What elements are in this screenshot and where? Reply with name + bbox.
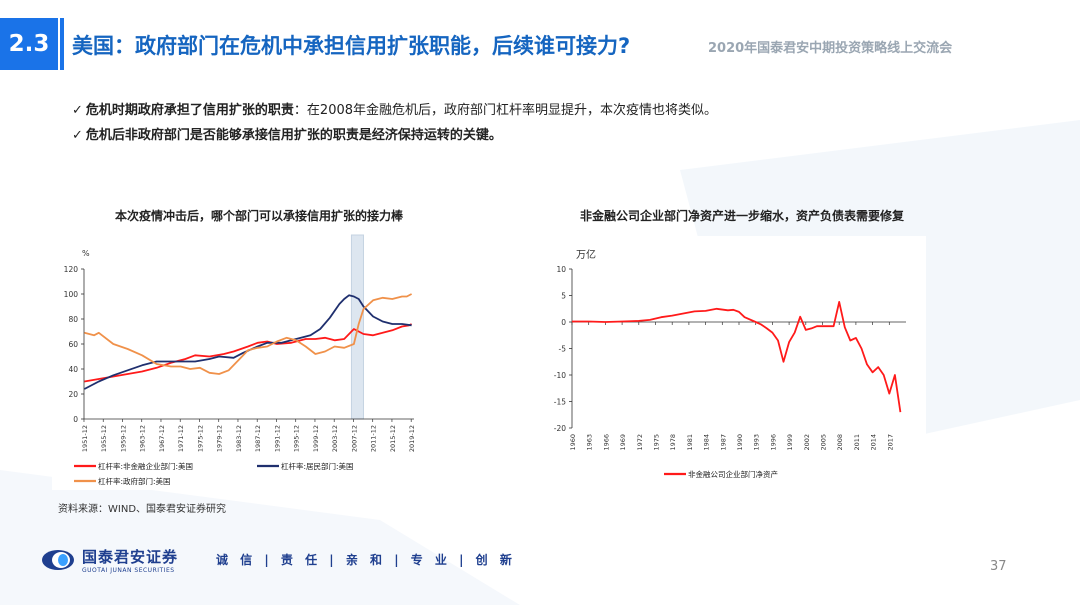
chart1-x-tick-label: 2007-12 — [350, 425, 358, 452]
chart1-panel: % 0 20 40 60 80 100 120 1951-12 1955-12 1959-12 196… — [52, 234, 434, 490]
chart2-x-tick-label: 1993 — [753, 434, 761, 451]
chart1-title: 本次疫情冲击后，哪个部门可以承接信用扩张的接力棒 — [115, 209, 404, 223]
bullet-text: ：在2008年金融危机后，政府部门杠杆率明显提升，本次疫情也将类似。 — [293, 103, 718, 118]
chart1-y-tick-label: 0 — [73, 415, 78, 424]
chart1-x-tick-label: 1995-12 — [293, 425, 301, 452]
chart1-legend-label: 杠杆率:非金融企业部门:美国 — [98, 461, 193, 471]
chart2-x-tick-label: 1963 — [586, 434, 594, 451]
chart2-x-tick-label: 1966 — [602, 434, 610, 451]
chart1-x-tick-label: 1955-12 — [100, 425, 108, 452]
chart2-x-tick-label: 2002 — [803, 434, 811, 451]
chart2-x-tick-label: 2017 — [886, 434, 894, 451]
chart1-series-line-3 — [84, 293, 413, 375]
chart2-y-tick-label: -10 — [554, 371, 566, 380]
logo-chinese: 国泰君安证券 — [82, 548, 179, 566]
chart2-y-tick-label: 5 — [561, 292, 566, 301]
event-subtitle: 2020年国泰君安中期投资策略线上交流会 — [708, 41, 953, 56]
chart2-legend-label: 非金融公司企业部门净资产 — [688, 469, 778, 479]
chart1-series-line-2 — [83, 294, 412, 390]
chart1-series-line-1 — [84, 323, 413, 383]
page-number: 37 — [990, 559, 1007, 574]
page-title: 美国：政府部门在危机中承担信用扩张职能，后续谁可接力? — [72, 34, 631, 58]
chart2-x-tick-label: 2011 — [853, 434, 861, 451]
chart2-x-tick-label: 1969 — [619, 434, 627, 451]
check-icon: ✓ — [72, 103, 83, 118]
chart1-x-tick-label: 2011-12 — [370, 425, 378, 452]
chart1-legend-label: 杠杆率:居民部门:美国 — [281, 461, 354, 471]
chart1-y-tick-label: 120 — [64, 265, 79, 274]
chart1-x-tick-label: 1963-12 — [139, 425, 147, 452]
chart1-x-tick-label: 1967-12 — [158, 425, 166, 452]
chart1-x-tick-label: 1959-12 — [119, 425, 127, 452]
chart1-svg: % 0 20 40 60 80 100 120 1951-12 1955-12 1959-12 196… — [64, 234, 416, 486]
chart2-x-tick-label: 1978 — [669, 434, 677, 451]
logo-english: GUOTAI JUNAN SECURITIES — [82, 567, 175, 574]
chart2-series-line-1 — [572, 301, 902, 413]
chart1-y-tick-label: 40 — [68, 365, 78, 374]
check-icon: ✓ — [72, 128, 83, 143]
company-logo: 国泰君安证券 GUOTAI JUNAN SECURITIES — [40, 546, 178, 574]
chart1-x-tick-label: 1975-12 — [196, 425, 204, 452]
chart2-x-tick-label: 1972 — [636, 434, 644, 451]
chart2-y-tick-label: -15 — [554, 398, 566, 407]
chart1-x-tick-label: 1991-12 — [273, 425, 281, 452]
chart2-x-tick-label: 1990 — [736, 434, 744, 451]
chart2-y-tick-label: -5 — [559, 345, 567, 354]
chart1-x-tick-label: 1971-12 — [177, 425, 185, 452]
company-motto: 诚 信 | 责 任 | 亲 和 | 专 业 | 创 新 — [216, 553, 516, 567]
chart2-title: 非金融公司企业部门净资产进一步缩水，资产负债表需要修复 — [580, 209, 905, 223]
chart2-panel: 万亿 10 5 0 -5 -10 -15 -20 1960 1963 1966 1969 1972 197… — [544, 236, 926, 490]
chart1-y-tick-label: 80 — [68, 315, 78, 324]
chart2-x-tick-label: 1999 — [786, 434, 794, 451]
title-accent-bar — [60, 18, 64, 70]
chart1-x-tick-label: 1979-12 — [216, 425, 224, 452]
chart1-x-tick-label: 1983-12 — [235, 425, 243, 452]
chart2-y-tick-label: 10 — [556, 265, 566, 274]
chart2-x-tick-label: 1981 — [686, 434, 694, 451]
chart2-x-tick-label: 1996 — [769, 434, 777, 451]
chart1-x-tick-label: 2003-12 — [331, 425, 339, 452]
data-source-note: 资料来源：WIND、国泰君安证券研究 — [58, 504, 227, 515]
chart2-x-tick-label: 1987 — [719, 434, 727, 451]
chart2-y-tick-label: 0 — [561, 318, 566, 327]
bullet-point: ✓ 危机时期政府承担了信用扩张的职责：在2008年金融危机后，政府部门杠杆率明显提… — [72, 99, 717, 118]
bullet-bold: 危机后非政府部门是否能够承接信用扩张的职责是经济保持运转的关键。 — [85, 128, 502, 143]
chart2-x-tick-label: 1984 — [703, 434, 711, 451]
chart1-unit-label: % — [82, 249, 90, 258]
chart1-y-tick-label: 60 — [68, 340, 78, 349]
chart2-x-tick-label: 1975 — [653, 434, 661, 451]
chart2-x-tick-label: 2008 — [836, 434, 844, 451]
chart2-unit-label: 万亿 — [576, 248, 596, 261]
chart1-x-tick-label: 1999-12 — [312, 425, 320, 452]
chart1-y-tick-label: 20 — [68, 390, 78, 399]
chart1-y-tick-label: 100 — [64, 290, 79, 299]
section-number-badge: 2.3 — [0, 18, 58, 70]
bullet-bold: 危机时期政府承担了信用扩张的职责 — [85, 103, 294, 118]
chart1-legend-label: 杠杆率:政府部门:美国 — [98, 476, 171, 486]
bullet-point: ✓ 危机后非政府部门是否能够承接信用扩张的职责是经济保持运转的关键。 — [72, 124, 502, 143]
chart1-x-tick-label: 2019-12 — [408, 425, 416, 452]
chart1-x-tick-label: 1987-12 — [254, 425, 262, 452]
chart1-x-tick-label: 1951-12 — [81, 425, 89, 452]
chart1-x-tick-label: 2015-12 — [389, 425, 397, 452]
chart2-y-tick-label: -20 — [554, 424, 566, 433]
logo-icon — [42, 550, 74, 570]
chart2-x-tick-label: 1960 — [569, 434, 577, 451]
chart2-x-tick-label: 2005 — [820, 434, 828, 451]
chart2-x-tick-label: 2014 — [870, 434, 878, 451]
